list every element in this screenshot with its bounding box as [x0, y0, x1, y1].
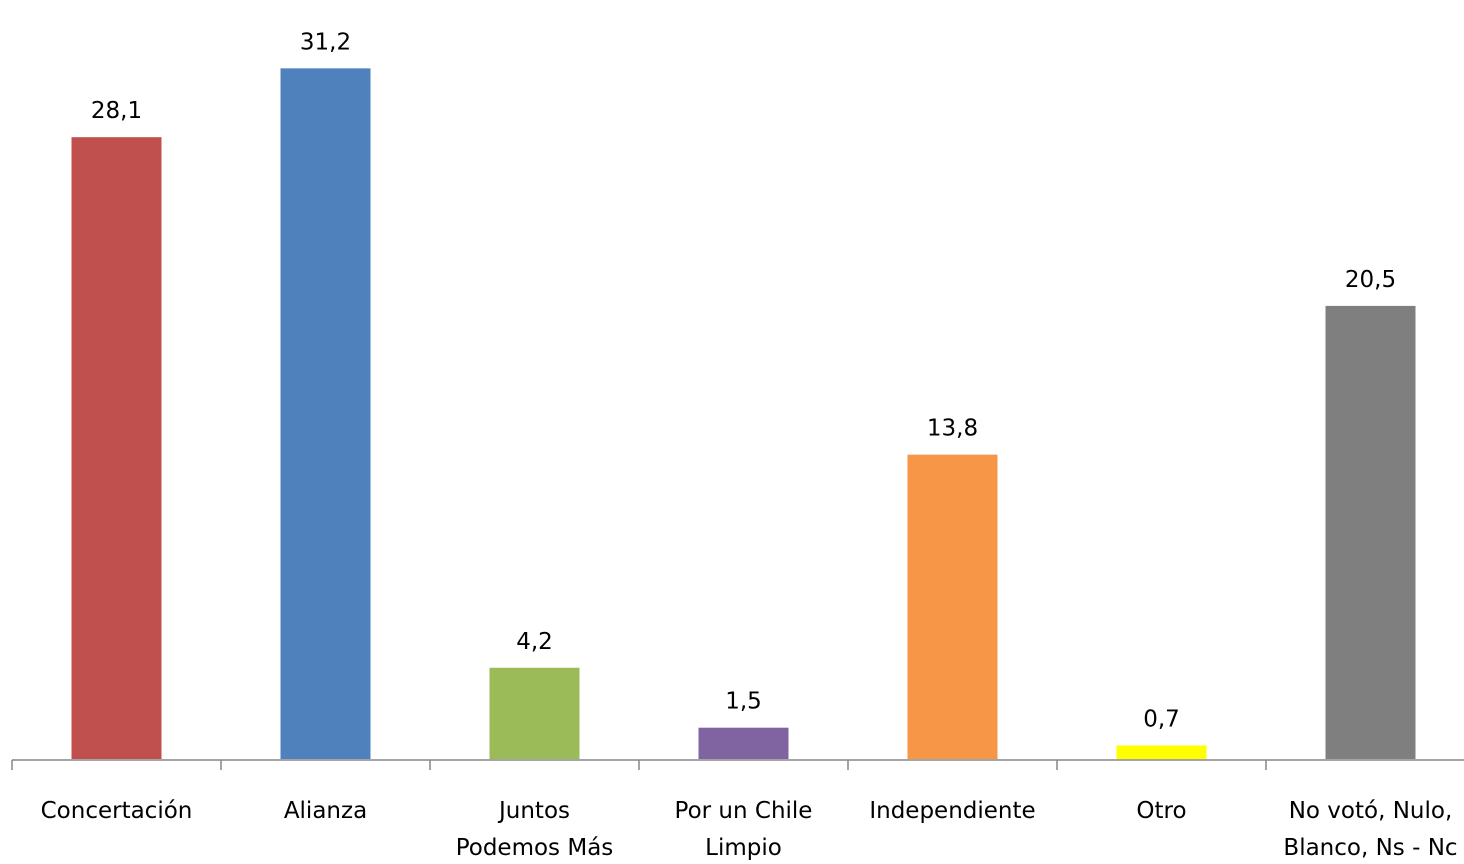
category-label-line: Independiente [869, 798, 1035, 824]
category-label-line: Concertación [41, 798, 193, 824]
category-labels-group: Concertación Alianza Juntos Podemos Más Por … [41, 798, 1458, 861]
category-label: Por un Chile Limpio [675, 798, 813, 861]
bar [905, 452, 1000, 761]
category-label-line: Podemos Más [456, 835, 614, 861]
bar [278, 66, 373, 762]
data-label: 20,5 [1345, 267, 1396, 293]
data-label: 4,2 [516, 629, 553, 655]
category-label-line: Juntos [497, 798, 570, 824]
bar [1114, 743, 1209, 762]
category-label-line: Alianza [284, 798, 367, 824]
data-label: 1,5 [725, 689, 762, 715]
category-label-line: Limpio [705, 835, 782, 861]
category-label-line: Otro [1136, 798, 1186, 824]
data-label: 28,1 [91, 98, 142, 124]
category-label: Alianza [284, 798, 367, 824]
category-label: Otro [1136, 798, 1186, 824]
category-label-line: Blanco, Ns - Nc [1283, 835, 1457, 861]
category-label: Juntos Podemos Más [456, 798, 614, 861]
data-label: 31,2 [300, 29, 351, 55]
bar [487, 665, 582, 762]
data-label: 0,7 [1143, 706, 1180, 732]
bars-group [69, 66, 1418, 762]
x-axis [11, 759, 1464, 770]
value-labels-group: 28,1 31,2 4,2 1,5 13,8 0,7 20,5 [91, 29, 1396, 732]
data-label: 13,8 [927, 416, 978, 442]
category-label-line: Por un Chile [675, 798, 813, 824]
bar [69, 135, 164, 761]
bar [696, 725, 791, 762]
category-label: Concertación [41, 798, 193, 824]
bar [1323, 303, 1418, 761]
category-label: No votó, Nulo, Blanco, Ns - Nc [1283, 798, 1457, 861]
category-label-line: No votó, Nulo, [1289, 798, 1453, 824]
category-label: Independiente [869, 798, 1035, 824]
